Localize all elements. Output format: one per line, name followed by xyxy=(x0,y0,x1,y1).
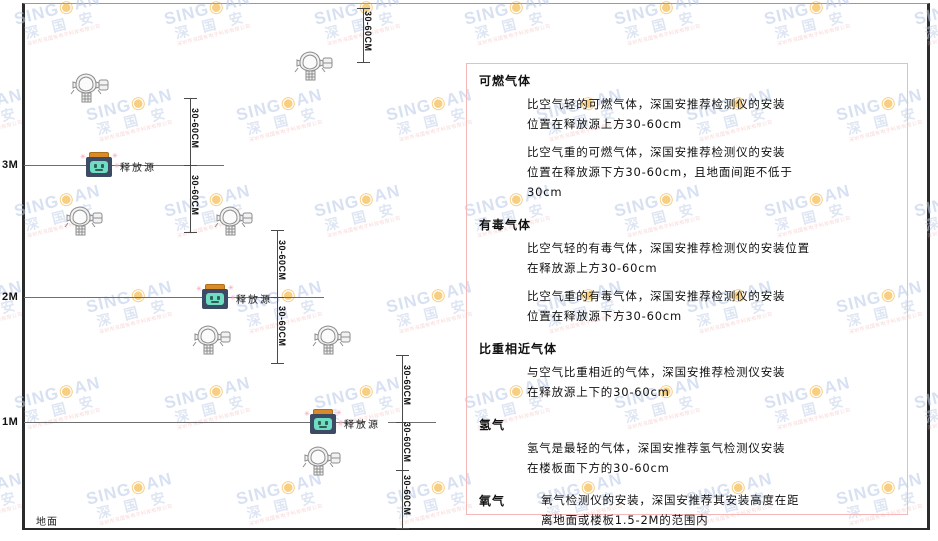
dimension-tick xyxy=(271,230,284,231)
section-title: 氢气 xyxy=(479,418,506,432)
release-source-leader-line xyxy=(280,297,304,298)
dimension-line xyxy=(363,8,364,62)
release-source-label: 释放源 xyxy=(344,420,380,431)
dimension-tick xyxy=(396,528,409,529)
gas-detector-icon xyxy=(292,48,340,86)
section-paragraph: 比空气轻的有毒气体，深国安推荐检测仪的安装位置 在释放源上方30-60cm xyxy=(527,241,810,276)
dimension-label: 30-60CM xyxy=(363,11,373,52)
gas-detector-icon xyxy=(212,203,260,241)
dimension-tick xyxy=(357,8,370,9)
release-source-icon: ✳ ✳ ✳ xyxy=(80,152,120,178)
section-paragraph: 比空气重的可燃气体，深国安推荐检测仪的安装 位置在释放源下方30-60cm，且地… xyxy=(527,145,793,200)
dimension-tick xyxy=(357,62,370,63)
dimension-label: 30-60CM xyxy=(402,422,412,463)
dimension-label: 30-60CM xyxy=(277,306,287,347)
gas-detector-icon xyxy=(310,322,358,360)
section-paragraph: 比空气轻的可燃气体，深国安推荐检测仪的安装 位置在释放源上方30-60cm xyxy=(527,97,786,132)
dimension-label: 30-60CM xyxy=(190,174,200,216)
level-label: 2M xyxy=(2,291,19,303)
dimension-tick xyxy=(396,355,409,356)
dimension-tick xyxy=(184,98,197,99)
ground-label: 地面 xyxy=(36,517,58,528)
dimension-tick xyxy=(271,297,284,298)
dimension-line xyxy=(402,355,403,422)
installation-diagram: 3M 2M 1M 地面 ✳ ✳ ✳ 释放源 ✳ ✳ ✳ 释放源 ✳ ✳ ✳ 释放源 30-60CM 30-60CM… xyxy=(2,8,436,529)
level-line-2m xyxy=(24,297,324,298)
dimension-line xyxy=(277,230,278,297)
dimension-tick xyxy=(184,232,197,233)
dimension-tick xyxy=(271,363,284,364)
dimension-label: 30-60CM xyxy=(277,239,287,281)
dimension-label: 30-60CM xyxy=(402,364,412,406)
release-source-label: 释放源 xyxy=(120,163,156,174)
dimension-line xyxy=(402,422,403,470)
section-paragraph: 比空气重的有毒气体，深国安推荐检测仪的安装 位置在释放源下方30-60cm xyxy=(527,289,786,324)
dimension-line xyxy=(402,470,403,528)
release-source-icon: ✳ ✳ ✳ xyxy=(196,284,236,310)
gas-detector-icon xyxy=(62,203,110,241)
dimension-tick xyxy=(396,470,409,471)
section-title: 可燃气体 xyxy=(479,74,532,88)
gas-detector-icon xyxy=(68,70,116,108)
section-paragraph: 与空气比重相近的气体，深国安推荐检测仪安装 在释放源上下的30-60cm xyxy=(527,365,786,400)
drawing-frame xyxy=(22,3,930,530)
release-source-leader-line xyxy=(388,422,436,423)
dimension-line xyxy=(190,165,191,232)
section-title: 比重相近气体 xyxy=(479,342,558,356)
level-label: 3M xyxy=(2,159,19,171)
level-line-1m xyxy=(24,422,364,423)
section-paragraph: 氢气是最轻的气体，深国安推荐氢气检测仪安装 在楼板面下方的30-60cm xyxy=(527,441,786,476)
section-paragraph: 氧气检测仪的安装，深国安推荐其安装高度在距 离地面或楼板1.5-2M的范围内 xyxy=(541,493,800,528)
guidelines-panel: 可燃气体比空气轻的可燃气体，深国安推荐检测仪的安装 位置在释放源上方30-60c… xyxy=(466,63,908,527)
level-line-3m xyxy=(24,165,224,166)
dimension-label: 30-60CM xyxy=(402,475,412,516)
release-source-label: 释放源 xyxy=(236,295,272,306)
dimension-line xyxy=(190,98,191,165)
level-label: 1M xyxy=(2,416,19,428)
dimension-line xyxy=(277,297,278,363)
dimension-label: 30-60CM xyxy=(190,107,200,149)
section-title: 氧气 xyxy=(479,494,506,508)
gas-detector-icon xyxy=(300,443,348,481)
dimension-tick xyxy=(396,422,409,423)
release-source-icon: ✳ ✳ ✳ xyxy=(304,409,344,435)
dimension-tick xyxy=(184,165,197,166)
gas-detector-icon xyxy=(190,322,238,360)
section-title: 有毒气体 xyxy=(479,218,532,232)
